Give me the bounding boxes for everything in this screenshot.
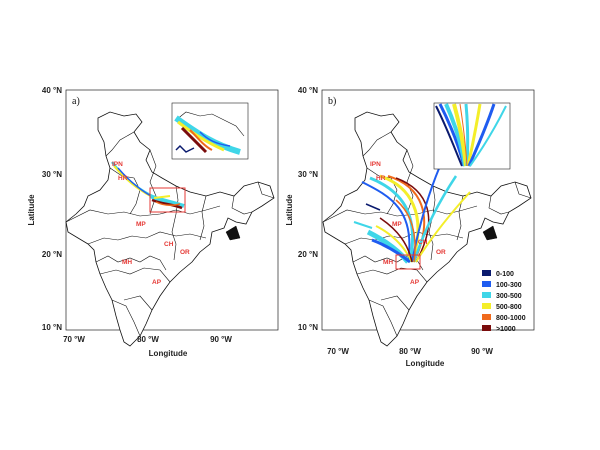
legend-label: 500-800 [496,304,522,311]
legend-item: 100-300 [482,281,522,289]
x-tick-label: 70 °W [63,335,85,344]
panel-a-x-axis: 70 °W 80 °W 90 °W Longitude [63,335,232,358]
panel-b-inset [433,102,511,170]
y-tick-label: 30 °N [42,170,62,179]
panel-a-trajectories [111,161,185,210]
state-label-mp: MP [392,221,402,228]
legend: 0-100 100-300 300-500 500-800 800-1000 >1000 [482,270,526,333]
y-axis-title: Latitude [27,194,36,226]
legend-item: 500-800 [482,303,522,311]
state-label-hr: HR [118,175,128,182]
panel-b-frame [321,89,535,331]
legend-label: 0-100 [496,271,514,278]
x-tick-label: 90 °W [471,347,493,356]
legend-swatch [482,325,491,331]
legend-item: 300-500 [482,292,522,300]
state-label-or: OR [180,249,190,256]
state-label-ch: CH [418,239,428,246]
state-label-ipn: IPN [112,161,123,168]
legend-item: 0-100 [482,270,514,278]
legend-swatch [482,270,491,276]
legend-swatch [482,281,491,287]
legend-label: 100-300 [496,282,522,289]
legend-swatch [482,292,491,298]
state-label-or: OR [436,249,446,256]
panel-b: b) [285,86,535,368]
x-tick-label: 90 °W [210,335,232,344]
panel-b-trajectories [353,165,471,264]
state-label-mh: MH [122,259,132,266]
legend-label: 300-500 [496,293,522,300]
state-label-ch: CH [164,241,174,248]
y-tick-label: 20 °N [42,250,62,259]
x-tick-label: 80 °W [399,347,421,356]
state-label-mp: MP [136,221,146,228]
panel-a-frame [65,89,279,331]
x-tick-label: 70 °W [327,347,349,356]
panel-b-x-axis: 70 °W 80 °W 90 °W Longitude [327,347,493,368]
panel-a-y-axis: 40 °N 30 °N 20 °N 10 °N Latitude [27,86,62,332]
y-tick-label: 20 °N [298,250,318,259]
panel-b-y-axis: 40 °N 30 °N 20 °N 10 °N Latitude [285,86,318,332]
y-tick-label: 10 °N [298,323,318,332]
panel-b-label: b) [328,96,336,107]
x-tick-label: 80 °W [137,335,159,344]
panel-a: a) IPN HR M [27,86,279,358]
panel-a-highlight-box [149,187,186,213]
panel-b-state-labels: IPN HR MP CH OR MH AP [370,161,446,286]
x-axis-title: Longitude [149,349,188,358]
x-axis-title: Longitude [406,359,445,368]
legend-item: >1000 [482,325,516,333]
state-label-ap: AP [410,279,420,286]
y-tick-label: 30 °N [298,170,318,179]
legend-label: >1000 [496,326,516,333]
state-label-mh: MH [383,259,393,266]
y-tick-label: 10 °N [42,323,62,332]
y-axis-title: Latitude [285,194,294,226]
legend-label: 800-1000 [496,315,526,322]
legend-swatch [482,314,491,320]
state-label-ap: AP [152,279,162,286]
panel-a-label: a) [72,96,80,107]
panel-a-state-labels: IPN HR MP CH OR MH AP [112,161,190,286]
panel-a-inset [171,102,249,160]
y-tick-label: 40 °N [42,86,62,95]
y-tick-label: 40 °N [298,86,318,95]
state-label-ipn: IPN [370,161,381,168]
legend-swatch [482,303,491,309]
legend-item: 800-1000 [482,314,526,322]
panel-b-highlight-box [395,254,421,270]
state-label-hr: HR [376,175,386,182]
